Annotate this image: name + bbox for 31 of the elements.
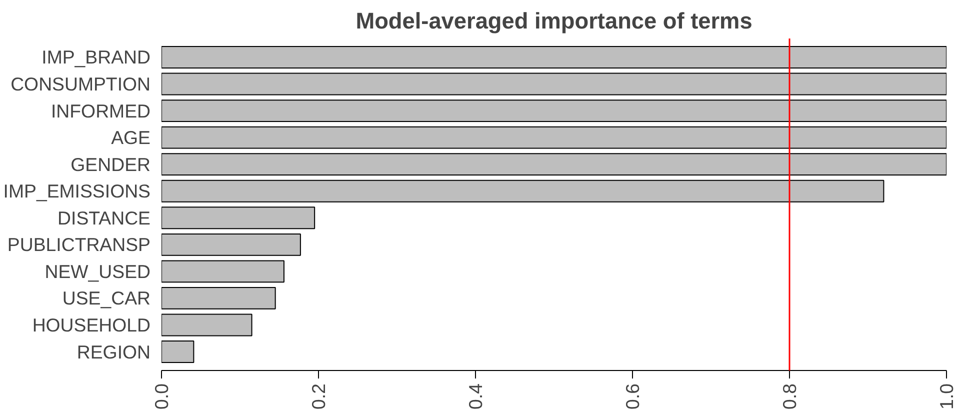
bar xyxy=(162,314,252,336)
y-tick-label: GENDER xyxy=(70,154,151,175)
chart-title: Model-averaged importance of terms xyxy=(356,8,752,34)
bar xyxy=(162,233,301,256)
bar xyxy=(162,46,946,68)
bar xyxy=(162,100,946,122)
x-tick-label: 0.8 xyxy=(779,383,800,410)
bar xyxy=(162,206,316,230)
bar xyxy=(162,340,194,363)
y-tick-label: INFORMED xyxy=(51,100,151,122)
y-tick-label: REGION xyxy=(76,341,151,362)
x-tick-label: 1.0 xyxy=(936,383,957,410)
y-tick-label: PUBLICTRANSP xyxy=(7,234,151,256)
x-tick-label: 0.6 xyxy=(622,383,643,410)
bar xyxy=(162,260,284,283)
x-tick-label: 0.2 xyxy=(308,383,329,410)
bar xyxy=(162,153,946,176)
y-tick-label: HOUSEHOLD xyxy=(32,314,151,336)
y-tick-label: USE_CAR xyxy=(62,288,151,309)
bar xyxy=(162,72,946,96)
y-tick-label: DISTANCE xyxy=(58,207,151,228)
bar xyxy=(162,287,276,310)
bar xyxy=(162,126,946,149)
y-tick-label: NEW_USED xyxy=(44,260,150,282)
bar xyxy=(162,180,884,202)
x-tick-label: 0.4 xyxy=(465,383,486,410)
y-tick-label: IMP_BRAND xyxy=(42,46,151,68)
y-tick-label: AGE xyxy=(111,127,151,148)
y-tick-label: IMP_EMISSIONS xyxy=(3,180,151,202)
x-tick-label: 0.0 xyxy=(151,383,172,410)
y-tick-label: CONSUMPTION xyxy=(10,74,150,95)
